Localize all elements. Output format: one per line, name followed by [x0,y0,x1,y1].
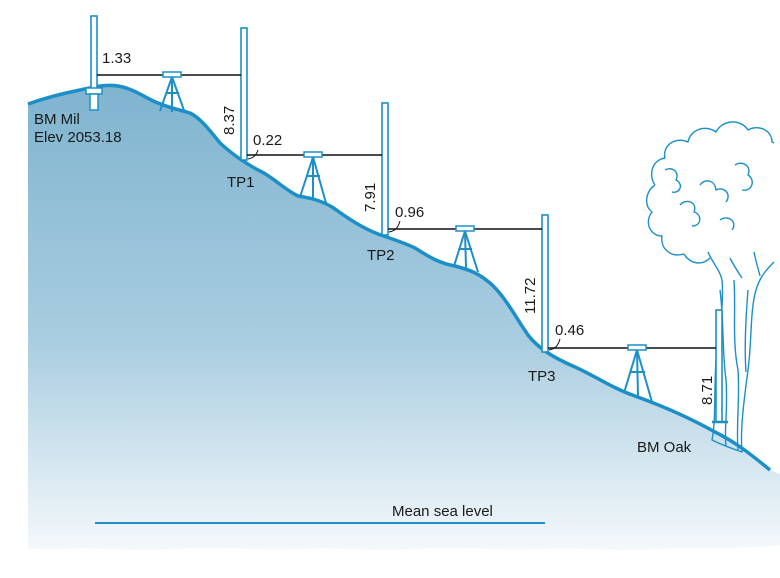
tree-icon [646,121,775,453]
level-instrument-icon [159,71,653,403]
fs4-label: 8.71 [699,376,716,405]
tp3-label: TP3 [528,368,556,385]
fs3-label: 11.72 [522,278,539,314]
fs2-label: 7.91 [362,183,379,212]
pointer-bs3 [388,220,401,233]
instrument-setup-1 [159,71,186,114]
terrain-fill [28,85,780,550]
instrument-setup-2 [299,151,327,204]
benchmark-icon [85,87,728,424]
bm-start-name: BM Mil [34,111,80,128]
rod-tp2 [381,102,389,236]
reading-pointers [247,149,561,351]
instrument-setup-4 [623,344,653,403]
bs2-label: 0.22 [253,132,282,149]
bs1-label: 1.33 [102,50,131,67]
rod-bm-mil [90,15,98,91]
tp2-label: TP2 [367,247,395,264]
rod-tp1 [240,27,248,161]
pointer-bs4 [548,338,561,351]
datum-label: Mean sea level [392,503,493,520]
tree-canopy [646,121,775,264]
ground-profile [27,83,772,472]
benchmark-mil-cap [85,87,103,95]
rod-tp3 [541,214,549,353]
rod-bm-oak [715,309,723,423]
bm-start-elevation: Elev 2053.18 [34,129,122,146]
instrument-setup-3 [453,225,479,273]
pointer-bs2 [247,149,259,160]
benchmark-mil-post [89,93,99,111]
tp1-label: TP1 [227,174,255,191]
bs3-label: 0.96 [395,204,424,221]
bm-end-label: BM Oak [637,439,692,456]
fs1-label: 8.37 [221,106,238,135]
bs4-label: 0.46 [555,322,584,339]
tree-trunk [707,251,775,453]
